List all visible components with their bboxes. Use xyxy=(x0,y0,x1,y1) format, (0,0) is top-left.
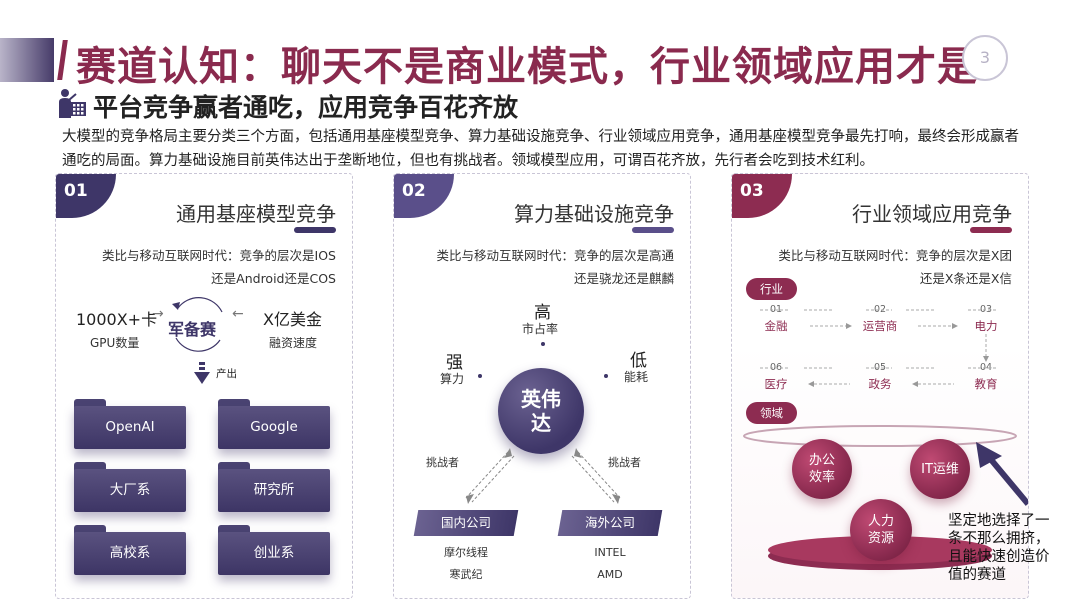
panel-description: 类比与移动互联网时代：竞争的层次是IOS 还是Android还是COS xyxy=(102,244,336,290)
bubble-it-ops: IT运维 xyxy=(910,439,970,499)
strategy-note: 坚定地选择了一条不那么拥挤，且能快速创造价值的赛道 xyxy=(948,513,1050,583)
list-item: 摩尔线程 xyxy=(444,546,488,559)
list-item: ... xyxy=(604,590,616,599)
desc-line: 还是骁龙还是麒麟 xyxy=(573,271,674,286)
domestic-list: 摩尔线程 寒武纪 ... xyxy=(416,542,516,599)
panel-number-tab: 03 xyxy=(732,174,792,218)
folder-card: 高校系 xyxy=(74,525,186,575)
industry-pill: 行业 xyxy=(746,278,797,300)
flow-item: 金融 xyxy=(764,319,788,333)
section-subtitle: 平台竞争赢者通吃，应用竞争百花齐放 xyxy=(93,93,519,122)
presenter-icon xyxy=(59,89,86,118)
cycle-arrows-icon xyxy=(172,297,223,352)
page-number-badge: 3 xyxy=(962,35,1008,81)
panel-description: 类比与移动互联网时代：竞争的层次是X团 还是X条还是X信 xyxy=(778,244,1012,290)
overseas-list: INTEL AMD ... xyxy=(560,542,660,599)
compute-caption: 算力 xyxy=(440,372,465,386)
panel-number-tab: 01 xyxy=(56,174,116,218)
energy-caption: 能耗 xyxy=(624,370,649,384)
challenger-label: 挑战者 xyxy=(608,456,641,469)
title-accent-tick xyxy=(57,40,68,80)
folder-card: 大厂系 xyxy=(74,462,186,512)
overseas-chip: 海外公司 xyxy=(557,510,663,536)
title-accent-bar xyxy=(0,38,54,82)
desc-line: 类比与移动互联网时代：竞争的层次是IOS xyxy=(102,248,336,263)
title-underline xyxy=(294,227,336,233)
desc-line: 类比与移动互联网时代：竞争的层次是X团 xyxy=(778,248,1012,263)
desc-line: 还是Android还是COS xyxy=(211,271,336,286)
dot xyxy=(604,374,608,378)
panel-industry-apps: 03 行业领域应用竞争 类比与移动互联网时代：竞争的层次是X团 还是X条还是X信… xyxy=(731,173,1029,599)
flow-item: 医疗 xyxy=(764,377,788,391)
flow-item: 政务 xyxy=(868,377,892,391)
arrow-left-icon: ← xyxy=(232,306,244,322)
intro-paragraph: 大模型的竞争格局主要分类三个方面，包括通用基座模型竞争、算力基础设施竞争、行业领… xyxy=(62,129,1019,169)
desc-line: 还是X条还是X信 xyxy=(919,271,1012,286)
title-underline xyxy=(970,227,1012,233)
down-arrow-icon xyxy=(194,362,210,384)
list-item: 寒武纪 xyxy=(449,568,483,581)
flow-item: 运营商 xyxy=(862,319,898,333)
flow-number: 05 xyxy=(873,362,887,373)
desc-line: 类比与移动互联网时代：竞争的层次是高通 xyxy=(436,248,674,263)
arrow-right-icon: → xyxy=(152,306,164,322)
funding-value: X亿美金 xyxy=(263,310,322,329)
domestic-chip: 国内公司 xyxy=(413,510,519,536)
panel-description: 类比与移动互联网时代：竞争的层次是高通 还是骁龙还是麒麟 xyxy=(436,244,674,290)
list-item: AMD xyxy=(597,568,623,581)
folder-card: 研究所 xyxy=(218,462,330,512)
output-label: 产出 xyxy=(216,368,237,380)
funding-caption: 融资速度 xyxy=(269,336,318,350)
energy-big: 低 xyxy=(630,351,647,371)
title-underline xyxy=(632,227,674,233)
panel-compute-infra: 02 算力基础设施竞争 类比与移动互联网时代：竞争的层次是高通 还是骁龙还是麒麟… xyxy=(393,173,691,599)
folder-card: OpenAI xyxy=(74,399,186,449)
flow-arrows xyxy=(760,309,998,387)
list-item: ... xyxy=(460,590,472,599)
flow-item: 教育 xyxy=(974,377,998,391)
folder-card: Google xyxy=(218,399,330,449)
dot xyxy=(541,342,545,346)
challenger-label: 挑战者 xyxy=(426,456,459,469)
share-big: 高 xyxy=(534,303,551,323)
dot xyxy=(478,374,482,378)
panel-title: 行业领域应用竞争 xyxy=(852,202,1012,226)
gpu-count-caption: GPU数量 xyxy=(90,336,140,350)
gpu-count-value: 1000X+卡 xyxy=(76,310,158,329)
arms-race-label: 军备赛 xyxy=(168,320,217,339)
panel-general-model: 01 通用基座模型竞争 类比与移动互联网时代：竞争的层次是IOS 还是Andro… xyxy=(55,173,353,599)
bubble-office-efficiency: 办公 效率 xyxy=(792,439,852,499)
page-title: 赛道认知：聊天不是商业模式，行业领域应用才是 xyxy=(76,44,978,90)
list-item: INTEL xyxy=(594,546,626,559)
panel-title: 算力基础设施竞争 xyxy=(514,202,674,226)
challenge-arrows xyxy=(465,448,621,504)
panel-number-tab: 02 xyxy=(394,174,454,218)
share-caption: 市占率 xyxy=(522,322,559,336)
bubble-hr: 人力 资源 xyxy=(850,499,912,561)
flow-item: 电力 xyxy=(974,319,998,333)
domain-pill: 领域 xyxy=(746,402,797,424)
compute-big: 强 xyxy=(446,353,463,373)
nvidia-circle: 英伟 达 xyxy=(498,368,584,454)
panel-title: 通用基座模型竞争 xyxy=(176,202,336,226)
folder-card: 创业系 xyxy=(218,525,330,575)
flow-number: 02 xyxy=(873,304,887,315)
